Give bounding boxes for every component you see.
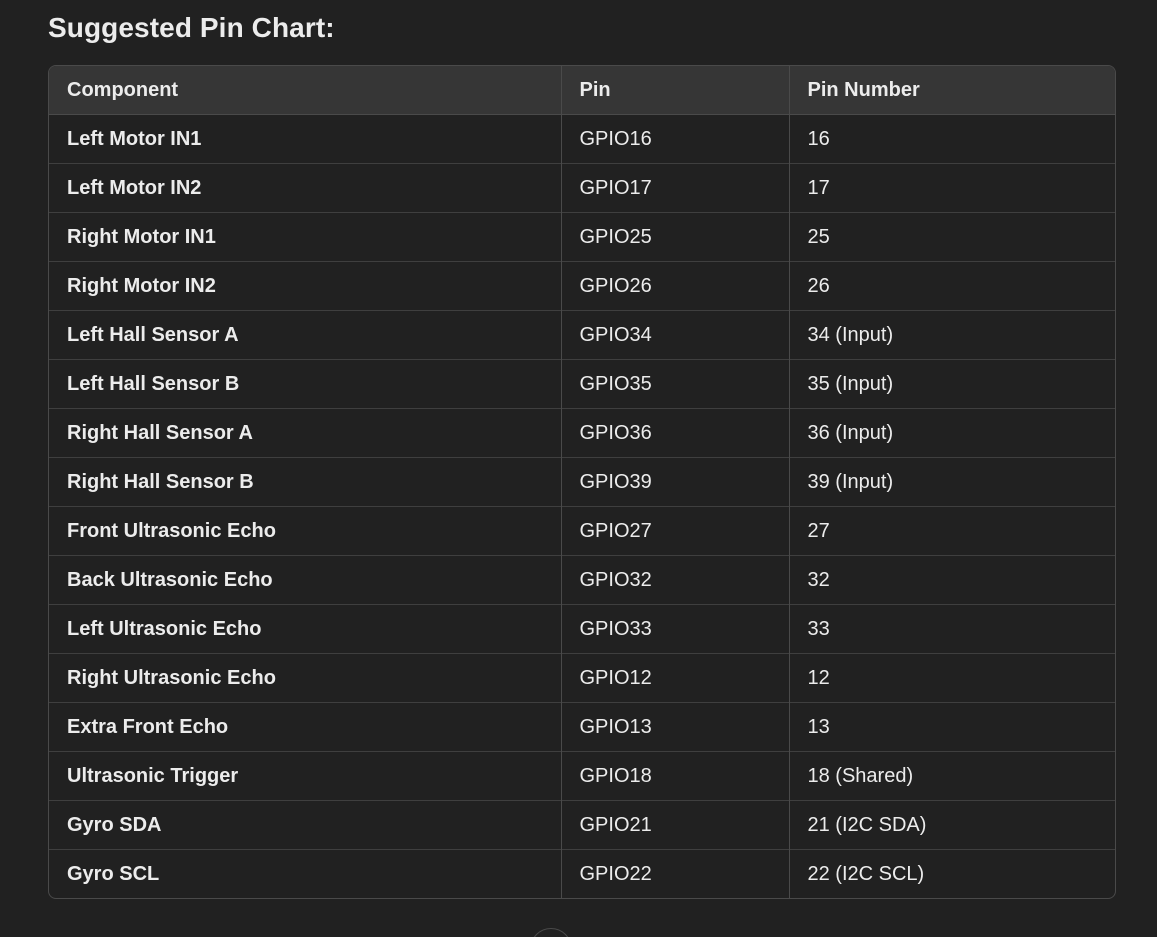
table-row: Left Hall Sensor A GPIO34 34 (Input) (49, 310, 1115, 360)
cell-pin: GPIO25 (560, 212, 789, 262)
cell-pin-number: 12 (788, 653, 1115, 703)
table-row: Right Hall Sensor B GPIO39 39 (Input) (49, 457, 1115, 507)
table-row: Gyro SDA GPIO21 21 (I2C SDA) (49, 800, 1115, 850)
cell-pin: GPIO39 (560, 457, 789, 507)
cell-component: Left Motor IN1 (67, 127, 202, 150)
section-heading: Suggested Pin Chart: (48, 12, 335, 43)
table-row: Gyro SCL GPIO22 22 (I2C SCL) (49, 849, 1115, 898)
cell-pin: GPIO36 (560, 408, 789, 458)
cell-pin: GPIO18 (560, 751, 789, 801)
table-row: Right Hall Sensor A GPIO36 36 (Input) (49, 408, 1115, 458)
table-row: Extra Front Echo GPIO13 13 (49, 702, 1115, 752)
cell-component: Back Ultrasonic Echo (49, 555, 561, 605)
cell-pin: GPIO16 (560, 114, 789, 164)
column-header-pin: Pin (560, 66, 789, 115)
cell-pin-number: 32 (788, 555, 1115, 605)
cell-pin: GPIO21 (560, 800, 789, 850)
column-header-pin-number: Pin Number (788, 66, 1115, 115)
table-row: Right Motor IN1 GPIO25 25 (49, 212, 1115, 262)
cell-pin: GPIO27 (560, 506, 789, 556)
cell-component: Ultrasonic Trigger (49, 751, 561, 801)
table-header-row: Component Pin Pin Number (49, 66, 1115, 115)
cell-pin: GPIO22 (560, 849, 789, 898)
cell-pin: GPIO17 (560, 163, 789, 213)
table-row: Ultrasonic Trigger GPIO18 18 (Shared) (49, 751, 1115, 801)
cell-component: Left Ultrasonic Echo (49, 604, 561, 654)
table-header: Component Pin Pin Number (49, 66, 1115, 115)
cell-component: Left Motor IN2 (49, 163, 561, 213)
cell-pin-number: 21 (I2C SDA) (788, 800, 1115, 850)
cell-pin: GPIO26 (560, 261, 789, 311)
cell-component: Right Hall Sensor B (49, 457, 561, 507)
cell-pin: GPIO35 (560, 359, 789, 409)
column-header-component: Component (49, 66, 561, 115)
cell-pin-number: 13 (788, 702, 1115, 752)
cell-component: Right Motor IN2 (49, 261, 561, 311)
cell-component: Right Hall Sensor A (49, 408, 561, 458)
cell-pin: GPIO12 (560, 653, 789, 703)
cell-pin: GPIO13 (560, 702, 789, 752)
table-row: Left Ultrasonic Echo GPIO33 33 (49, 604, 1115, 654)
cell-component: Gyro SCL (49, 849, 561, 898)
cell-pin-number: 25 (788, 212, 1115, 262)
cell-component: Extra Front Echo (49, 702, 561, 752)
pin-chart-table-container: Component Pin Pin Number Left Motor IN1 G… (48, 65, 1116, 899)
cell-component: Front Ultrasonic Echo (49, 506, 561, 556)
cell-pin-number: 27 (788, 506, 1115, 556)
cell-pin: GPIO34 (560, 310, 789, 360)
cell-pin-number: 35 (Input) (788, 359, 1115, 409)
pin-chart-table: Component Pin Pin Number Left Motor IN1 G… (49, 66, 1115, 898)
cell-pin-number: 18 (Shared) (788, 751, 1115, 801)
cell-pin: GPIO33 (560, 604, 789, 654)
cell-pin-number: 26 (788, 261, 1115, 311)
cell-pin-number: 34 (Input) (788, 310, 1115, 360)
table-body: Left Motor IN1 GPIO16 16 Left Motor IN2 GPIO… (49, 114, 1115, 898)
table-row: Right Ultrasonic Echo GPIO12 12 (49, 653, 1115, 703)
cell-component: Left Hall Sensor A (49, 310, 561, 360)
cell-component: Left Hall Sensor B (49, 359, 561, 409)
table-row: Left Motor IN1 GPIO16 16 (49, 114, 1115, 164)
cell-component: Gyro SDA (49, 800, 561, 850)
table-row: Left Motor IN2 GPIO17 17 (49, 163, 1115, 213)
table-row: Right Motor IN2 GPIO26 26 (49, 261, 1115, 311)
cell-component: Right Ultrasonic Echo (49, 653, 561, 703)
table-row: Left Hall Sensor B GPIO35 35 (Input) (49, 359, 1115, 409)
table-row: Front Ultrasonic Echo GPIO27 27 (49, 506, 1115, 556)
cell-pin-number: 22 (I2C SCL) (788, 849, 1115, 898)
cell-pin-number: 33 (788, 604, 1115, 654)
table-row: Back Ultrasonic Echo GPIO32 32 (49, 555, 1115, 605)
cell-pin-number: 17 (788, 163, 1115, 213)
cell-pin-number: 36 (Input) (788, 408, 1115, 458)
cell-pin: GPIO32 (560, 555, 789, 605)
cell-pin-number: 39 (Input) (788, 457, 1115, 507)
cell-pin-number: 16 (788, 114, 1115, 164)
scroll-down-button[interactable] (530, 928, 572, 937)
cell-component: Right Motor IN1 (49, 212, 561, 262)
